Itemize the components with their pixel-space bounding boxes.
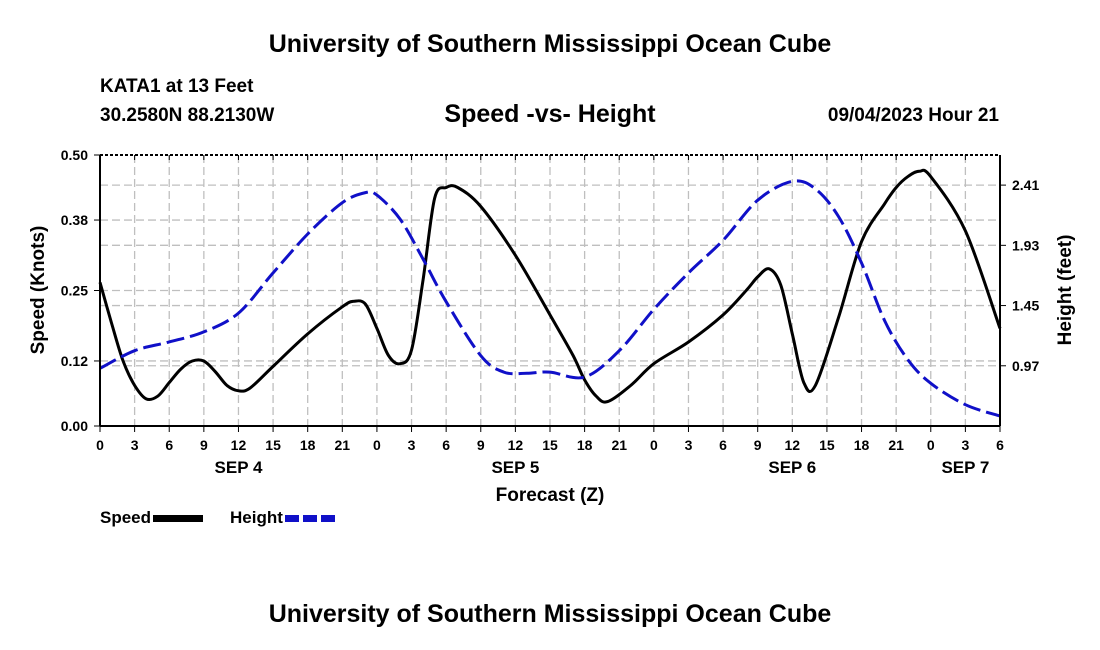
x-tick-label: 9 bbox=[754, 437, 762, 453]
y-left-tick-label: 0.50 bbox=[61, 147, 88, 163]
axis-labels: Speed (Knots) Height (feet) Forecast (Z) bbox=[28, 226, 1076, 506]
x-tick-label: 3 bbox=[408, 437, 416, 453]
x-tick-label: 6 bbox=[442, 437, 450, 453]
day-label: SEP 6 bbox=[768, 458, 816, 477]
station-name: KATA1 at 13 Feet bbox=[100, 76, 254, 97]
footer-title: University of Southern Mississippi Ocean… bbox=[268, 600, 832, 628]
chart-date: 09/04/2023 Hour 21 bbox=[827, 105, 999, 126]
y-left-tick-label: 0.12 bbox=[61, 353, 88, 369]
legend-speed-label: Speed bbox=[100, 508, 152, 527]
x-tick-label: 18 bbox=[577, 437, 593, 453]
x-tick-label: 15 bbox=[542, 437, 558, 453]
speed-series-line bbox=[98, 168, 1002, 404]
y-axis-right-label: Height (feet) bbox=[1055, 235, 1076, 346]
y-left-tick-label: 0.25 bbox=[61, 283, 88, 299]
x-tick-label: 21 bbox=[335, 437, 351, 453]
x-tick-label: 3 bbox=[961, 437, 969, 453]
x-tick-label: 0 bbox=[927, 437, 935, 453]
day-label: SEP 7 bbox=[941, 458, 989, 477]
legend-height-label: Height bbox=[230, 508, 283, 527]
x-tick-label: 15 bbox=[819, 437, 835, 453]
x-tick-label: 18 bbox=[300, 437, 316, 453]
main-title: University of Southern Mississippi Ocean… bbox=[268, 30, 832, 58]
legend-height-swatch bbox=[284, 514, 335, 522]
y-right-tick-label: 2.41 bbox=[1012, 177, 1039, 193]
grid bbox=[100, 155, 1000, 426]
x-tick-label: 12 bbox=[231, 437, 247, 453]
x-tick-label: 0 bbox=[373, 437, 381, 453]
x-tick-label: 9 bbox=[477, 437, 485, 453]
legend-speed: Speed bbox=[100, 508, 204, 528]
axes: 0 3 6 9 12 15 18 21 0 3 6 9 12 15 18 21 0 3 6 9 12 15 18 21 0 3 6S… bbox=[61, 147, 1040, 477]
chart-title: Speed -vs- Height bbox=[444, 100, 656, 128]
y-right-tick-label: 1.45 bbox=[1012, 298, 1039, 314]
x-tick-label: 3 bbox=[685, 437, 693, 453]
x-tick-label: 0 bbox=[96, 437, 104, 453]
station-coords: 30.2580N 88.2130W bbox=[100, 105, 275, 126]
x-tick-label: 15 bbox=[265, 437, 281, 453]
y-left-tick-label: 0.00 bbox=[61, 418, 88, 434]
series-layer bbox=[98, 168, 1002, 418]
day-label: SEP 5 bbox=[491, 458, 539, 477]
y-axis-left-label: Speed (Knots) bbox=[28, 226, 49, 355]
y-left-tick-label: 0.38 bbox=[61, 212, 88, 228]
x-tick-label: 6 bbox=[996, 437, 1004, 453]
legend-speed-swatch bbox=[153, 514, 204, 522]
x-tick-label: 9 bbox=[200, 437, 208, 453]
y-right-tick-label: 1.93 bbox=[1012, 237, 1039, 253]
x-tick-label: 12 bbox=[785, 437, 801, 453]
legend-height: Height bbox=[230, 508, 335, 528]
x-tick-label: 18 bbox=[854, 437, 870, 453]
x-tick-label: 6 bbox=[165, 437, 173, 453]
x-tick-label: 21 bbox=[611, 437, 627, 453]
x-tick-label: 3 bbox=[131, 437, 139, 453]
height-series-line bbox=[99, 179, 1001, 418]
x-tick-label: 21 bbox=[888, 437, 904, 453]
x-tick-label: 12 bbox=[508, 437, 524, 453]
day-label: SEP 4 bbox=[215, 458, 263, 477]
x-tick-label: 0 bbox=[650, 437, 658, 453]
x-axis-label: Forecast (Z) bbox=[496, 485, 605, 506]
x-tick-label: 6 bbox=[719, 437, 727, 453]
y-right-tick-label: 0.97 bbox=[1012, 358, 1039, 374]
